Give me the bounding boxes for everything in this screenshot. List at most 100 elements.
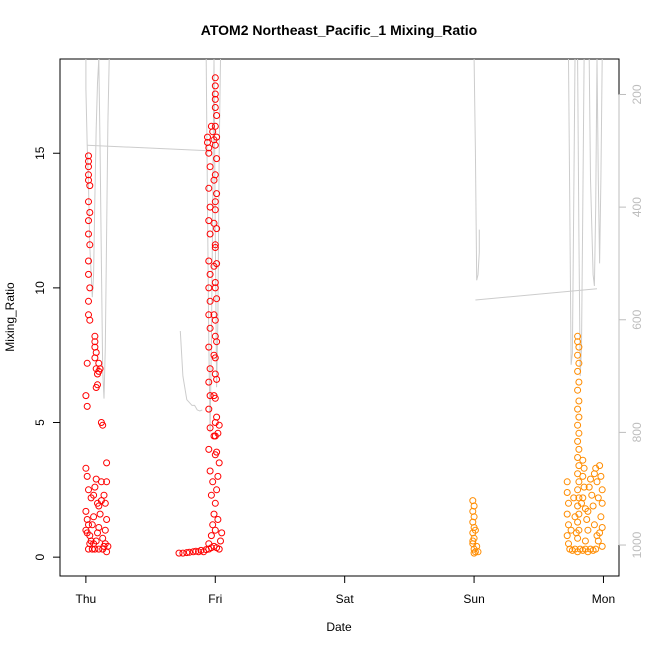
data-point (211, 244, 219, 251)
data-point (85, 230, 92, 238)
data-point (175, 549, 183, 557)
data-point (207, 491, 215, 499)
data-point (91, 338, 99, 346)
data-point (571, 513, 579, 521)
data-point (574, 332, 582, 340)
data-point (574, 405, 582, 413)
data-point (598, 524, 606, 531)
data-point (585, 483, 593, 491)
data-point (579, 456, 587, 464)
pressure-line-segment (98, 58, 110, 399)
y-axis-label: Mixing_Ratio (3, 282, 17, 352)
data-point (82, 507, 90, 515)
data-point (91, 545, 99, 553)
data-point (86, 209, 94, 216)
data-point (575, 359, 583, 367)
pressure-line-segment (179, 330, 203, 412)
pressure-line-segment (568, 58, 576, 365)
data-point (205, 257, 213, 265)
data-point (211, 499, 219, 507)
data-point (95, 545, 103, 553)
data-point (86, 540, 94, 548)
data-point (85, 171, 92, 179)
data-point (588, 491, 596, 499)
y2-tick-label: 800 (630, 422, 644, 442)
data-point (179, 549, 187, 557)
data-point (575, 445, 583, 453)
data-point (209, 128, 217, 136)
data-point (104, 542, 112, 550)
data-point (211, 74, 219, 82)
data-point (205, 144, 213, 152)
data-point (99, 534, 107, 542)
data-point (589, 502, 597, 510)
data-point (210, 510, 218, 518)
data-point (598, 486, 606, 494)
data-point (575, 478, 583, 486)
data-point (575, 494, 583, 502)
data-point (211, 141, 219, 149)
x-tick-label: Sun (463, 592, 484, 606)
data-point (211, 206, 219, 214)
data-point (214, 472, 222, 480)
data-point (213, 260, 221, 268)
data-point (101, 526, 109, 534)
pressure-line-segment (475, 288, 598, 301)
data-point (471, 526, 479, 534)
data-point (215, 459, 223, 467)
data-point (95, 502, 103, 510)
data-point (205, 284, 213, 292)
data-point (85, 486, 92, 494)
data-point (213, 133, 221, 141)
plot-frame (59, 58, 620, 577)
data-point (204, 133, 211, 141)
data-point (96, 510, 104, 518)
data-point (598, 499, 606, 507)
data-point (563, 532, 571, 540)
data-point (574, 367, 582, 375)
data-point (85, 297, 92, 305)
data-point (101, 499, 109, 507)
data-point (574, 351, 582, 359)
data-point (206, 424, 214, 432)
pressure-line-segment (596, 58, 603, 264)
data-point (207, 532, 215, 540)
data-point (563, 478, 571, 486)
data-point (205, 378, 213, 386)
data-point (575, 378, 583, 386)
data-point (215, 421, 223, 429)
data-point (85, 521, 92, 529)
data-point (563, 510, 571, 518)
pressure-line-segment (473, 58, 480, 281)
data-point (211, 171, 219, 179)
data-point (575, 397, 583, 405)
data-point (213, 486, 221, 494)
data-point (92, 384, 100, 391)
data-point (579, 472, 587, 480)
data-point (85, 217, 92, 225)
data-point (206, 270, 214, 278)
data-point (206, 324, 214, 332)
x-axis-label: Date (326, 620, 352, 634)
data-point (211, 122, 219, 130)
data-point (580, 464, 588, 472)
data-point (206, 467, 214, 475)
x-tick-label: Mon (592, 592, 615, 606)
data-point (213, 155, 221, 163)
data-point (209, 521, 217, 529)
data-point (82, 464, 90, 472)
data-point (574, 437, 582, 445)
data-point (213, 375, 221, 383)
y-tick-label: 10 (33, 281, 47, 295)
data-point (206, 297, 214, 305)
data-point (570, 494, 578, 502)
data-point (597, 513, 605, 521)
data-point (92, 537, 100, 545)
data-point (85, 152, 92, 160)
data-point (574, 486, 582, 494)
data-point (85, 257, 92, 265)
data-point (575, 413, 583, 421)
data-point (205, 540, 213, 548)
mixing-ratio-points (82, 74, 606, 557)
data-point (205, 184, 213, 192)
